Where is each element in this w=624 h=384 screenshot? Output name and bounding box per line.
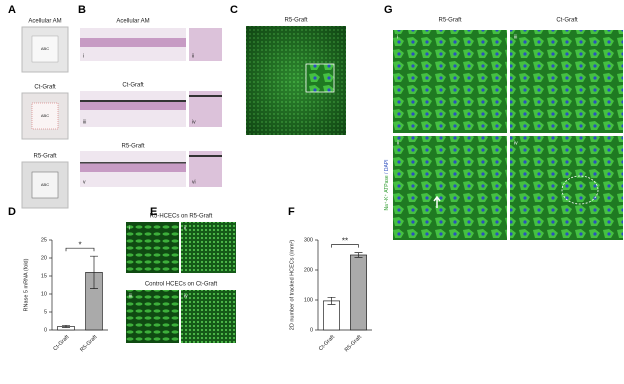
- y-tick-label: 20: [41, 255, 47, 261]
- significance-bracket: [65, 247, 95, 252]
- sub-label: i: [129, 225, 130, 231]
- sub-label: iii: [129, 293, 132, 299]
- error-bar: [90, 255, 98, 289]
- panel-label: C: [230, 4, 238, 16]
- panel-c-image: R5-Graft: [246, 18, 346, 135]
- image-title: R5-Graft: [121, 144, 144, 150]
- panel-label: B: [78, 4, 86, 16]
- inset: [305, 63, 335, 93]
- panel-label: E: [150, 206, 157, 218]
- y-tick-label: 10: [41, 291, 47, 297]
- y-tick-label: 5: [44, 309, 47, 315]
- image-title: R5-Graft: [284, 18, 307, 24]
- stain-label: Na⁺-K⁺ ATPase / DAPI: [384, 159, 390, 210]
- error-bar: [354, 252, 363, 258]
- photo-inner: [31, 102, 59, 130]
- image-title: R5-HCECs on R5-Graft: [150, 214, 213, 220]
- y-axis-label: 2D number of tracked HCECs (/mm²): [289, 240, 295, 331]
- panel-a-images: Acellular AM ABC Ct-Graft ABC R5-Graft A…: [21, 19, 69, 209]
- y-tick-label: 200: [304, 267, 313, 273]
- cell-layer: [189, 95, 222, 97]
- significance: *: [78, 240, 81, 249]
- bar: [323, 300, 340, 331]
- x-tick-label: Ct-Graft: [318, 334, 336, 352]
- sub-label: ii: [184, 225, 186, 231]
- image-title: R5-Graft: [33, 154, 56, 160]
- cell-layer: [80, 162, 186, 164]
- sub-label: v: [83, 179, 86, 185]
- image-title: Ct-Graft: [34, 85, 56, 91]
- panel-label: G: [384, 4, 393, 16]
- panel-b-images: Acellular AM i ii Ct-Graft iii iv R5-Gra…: [80, 19, 222, 187]
- y-tick-label: 15: [41, 273, 47, 279]
- y-tick-label: 25: [41, 237, 47, 243]
- y-tick-label: 0: [310, 327, 313, 333]
- sub-label: i: [83, 53, 84, 59]
- y-tick-label: 100: [304, 297, 313, 303]
- stain-blue: / DAPI: [384, 159, 390, 175]
- panel-g-images: R5-Graft Ct-Graft i iii ii iv Na⁺-K⁺ ATP…: [384, 18, 623, 240]
- fluorescence: [393, 30, 507, 133]
- sub-label: ii: [397, 140, 399, 146]
- image-title: Acellular AM: [28, 19, 61, 25]
- significance-bracket: [331, 244, 359, 248]
- sub-label: ii: [192, 53, 194, 59]
- arrow: [433, 195, 441, 208]
- sub-label: iii: [83, 119, 86, 125]
- x-tick-label: R5-Graft: [344, 334, 363, 353]
- fluorescence: [126, 222, 179, 273]
- tissue-band: [80, 163, 186, 172]
- panel-label: A: [8, 4, 16, 16]
- highlight: [561, 175, 599, 205]
- fluorescence: [181, 290, 236, 343]
- image-title: Acellular AM: [116, 19, 149, 25]
- sub-label: iv: [514, 140, 518, 146]
- sub-label: iv: [184, 293, 188, 299]
- error-bar: [62, 324, 70, 328]
- tissue-band: [80, 101, 186, 110]
- fluorescence: [510, 136, 623, 240]
- photo-inner: [31, 171, 59, 199]
- histology: [189, 28, 222, 61]
- sub-label: iv: [192, 119, 196, 125]
- photo-inner: [31, 35, 59, 63]
- cell-layer: [80, 100, 186, 102]
- fluorescence: [393, 136, 507, 240]
- panel-label: F: [288, 206, 295, 218]
- fluorescence: [510, 30, 623, 133]
- x-tick-label: R5-Graft: [79, 334, 98, 353]
- error-bar: [327, 296, 336, 305]
- fluorescence: [126, 290, 179, 343]
- fluorescence: [181, 222, 236, 273]
- image-title: Control HCECs on Ct-Graft: [145, 282, 218, 288]
- bar: [350, 254, 367, 331]
- sub-label: vi: [192, 179, 196, 185]
- stamp: ABC: [41, 182, 49, 187]
- panel-label: D: [8, 206, 16, 218]
- image-title: Ct-Graft: [122, 83, 144, 89]
- significance: **: [342, 237, 348, 246]
- image-title: R5-Graft: [438, 18, 461, 24]
- y-tick-label: 0: [44, 327, 47, 333]
- stamp: ABC: [41, 46, 49, 51]
- sub-label: i: [397, 34, 398, 40]
- sub-label: iii: [514, 34, 517, 40]
- stain-green: Na⁺-K⁺ ATPase: [384, 175, 390, 210]
- panel-e-images: R5-HCECs on R5-Graft i ii Control HCECs …: [126, 214, 236, 343]
- cell-layer: [189, 155, 222, 157]
- y-tick-label: 300: [304, 237, 313, 243]
- image-title: Ct-Graft: [556, 18, 578, 24]
- x-tick-label: Ct-Graft: [52, 334, 70, 352]
- y-axis-label: RNase 5 mRNA (fold): [23, 258, 29, 311]
- stamp: ABC: [41, 113, 49, 118]
- tissue-band: [80, 38, 186, 47]
